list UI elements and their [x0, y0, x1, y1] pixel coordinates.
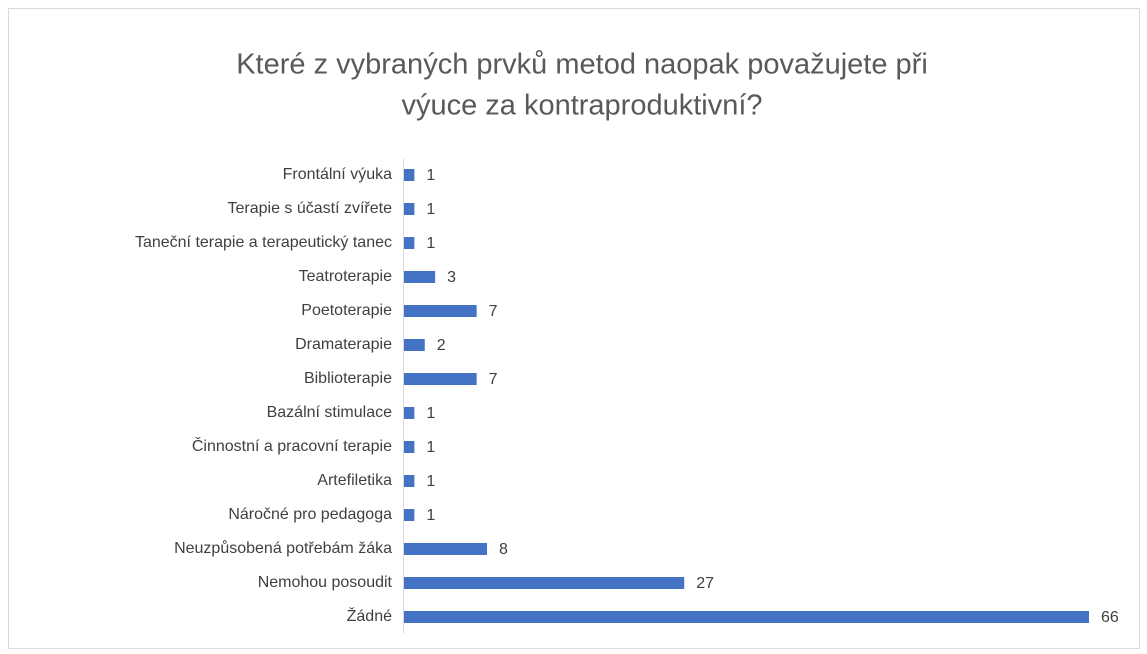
category-label: Dramaterapie	[295, 336, 392, 353]
category-label: Činnostní a pracovní terapie	[192, 436, 392, 455]
bar	[404, 543, 488, 555]
data-label: 1	[426, 235, 435, 252]
category-label: Terapie s účastí zvířete	[227, 200, 392, 217]
category-label: Artefiletika	[317, 472, 392, 489]
category-label: Frontální výuka	[283, 166, 392, 183]
bar	[404, 339, 425, 351]
data-label: 1	[426, 201, 435, 218]
data-label: 1	[426, 439, 435, 456]
category-label: Biblioterapie	[304, 370, 392, 387]
data-label: 27	[696, 575, 714, 592]
bar	[404, 237, 415, 249]
bar	[404, 203, 415, 215]
category-label: Bazální stimulace	[267, 404, 392, 421]
data-label: 3	[447, 269, 456, 286]
bar	[404, 271, 436, 283]
category-label: Teatroterapie	[299, 268, 392, 285]
bar	[404, 441, 415, 453]
bar	[404, 509, 415, 521]
bar	[404, 407, 415, 419]
data-label: 8	[499, 541, 508, 558]
bar	[404, 305, 477, 317]
bar	[404, 611, 1089, 623]
data-label: 1	[426, 507, 435, 524]
category-label: Poetoterapie	[301, 302, 392, 319]
bar	[404, 373, 477, 385]
bar	[404, 475, 415, 487]
category-label: Nemohou posoudit	[258, 574, 393, 591]
data-label: 2	[437, 337, 446, 354]
category-label: Neuzpůsobená potřebám žáka	[174, 539, 392, 557]
data-label: 1	[426, 167, 435, 184]
chart-title: Které z vybraných prvků metod naopak pov…	[236, 49, 928, 81]
data-label: 7	[489, 303, 498, 320]
bar	[404, 577, 685, 589]
data-label: 1	[426, 473, 435, 490]
data-label: 66	[1101, 609, 1119, 626]
category-label: Taneční terapie a terapeutický tanec	[135, 234, 392, 251]
bar	[404, 169, 415, 181]
category-label: Žádné	[347, 606, 392, 625]
chart-border	[8, 8, 1140, 649]
chart-title: výuce za kontraproduktivní?	[401, 90, 762, 122]
category-label: Náročné pro pedagoga	[228, 506, 392, 523]
data-label: 7	[489, 371, 498, 388]
data-label: 1	[426, 405, 435, 422]
